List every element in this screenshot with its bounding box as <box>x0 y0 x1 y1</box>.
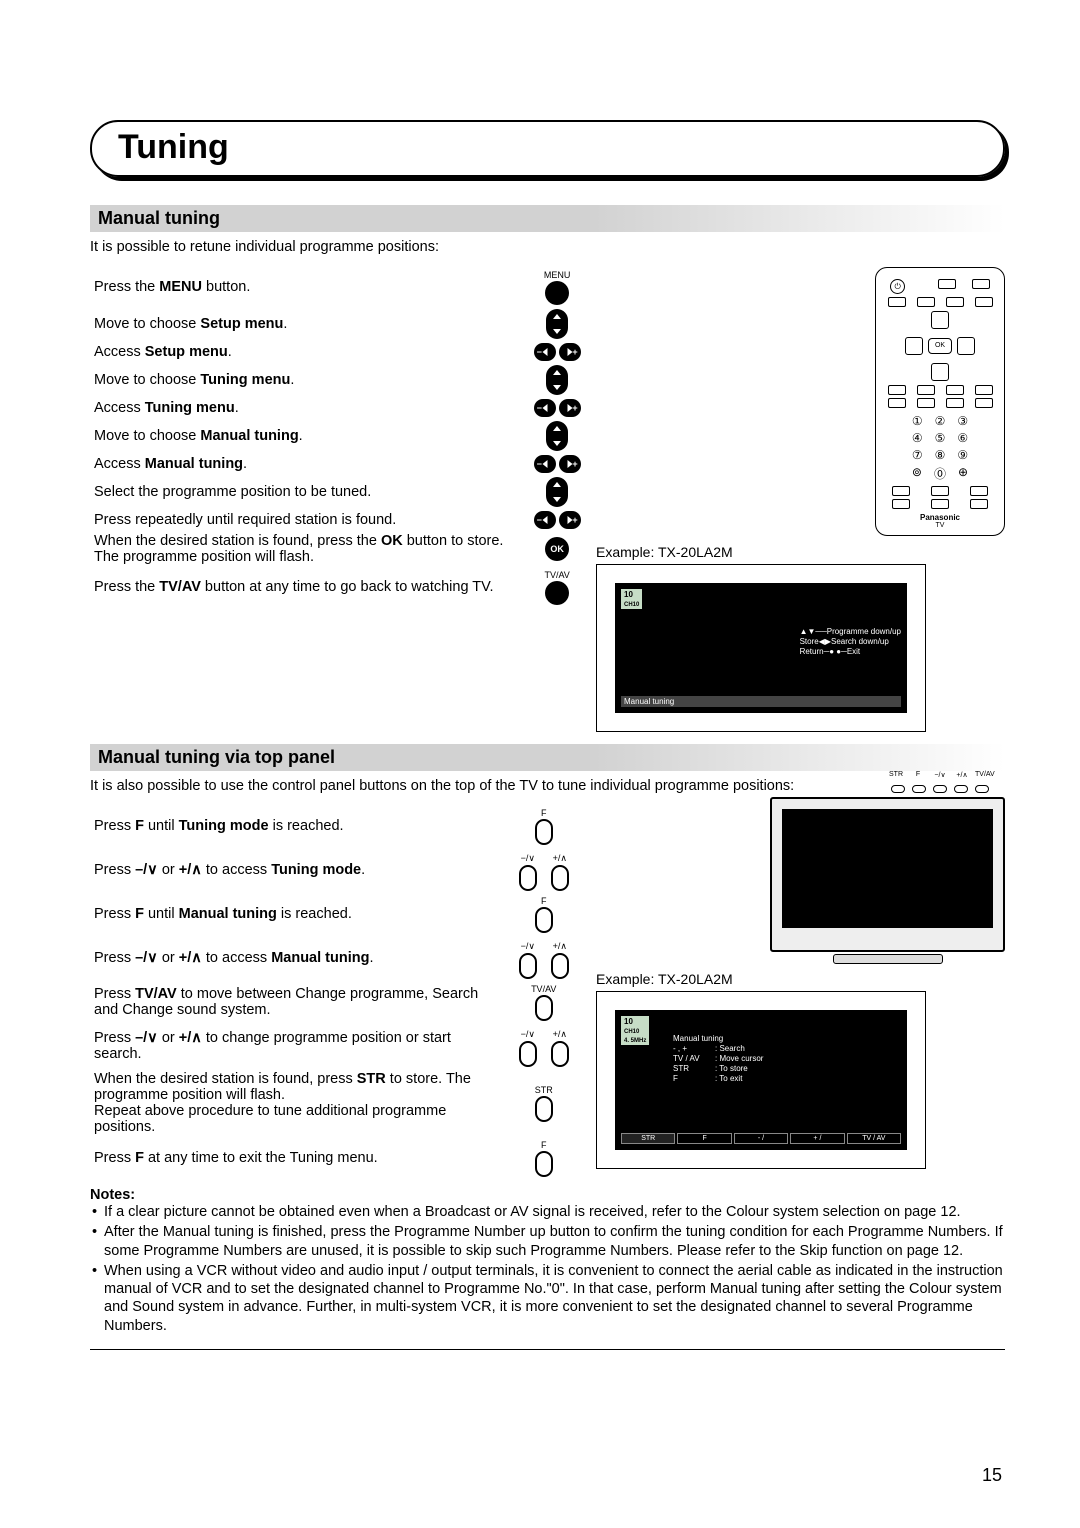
tv-illustration: STRF−/∨+/∧TV/AV <box>770 797 1005 952</box>
section1-heading: Manual tuning <box>90 205 1005 232</box>
remote-top-btn <box>938 279 956 289</box>
remote-number: ⑨ <box>957 448 968 462</box>
menu-btn-icon <box>545 281 569 305</box>
tv-top-label: STR <box>887 771 905 779</box>
remote-power-icon: ⏻ <box>890 279 905 294</box>
updown-icon <box>546 365 568 395</box>
leftright-icon: −+ <box>534 343 581 361</box>
osd2-bottom-cell: TV / AV <box>847 1133 901 1144</box>
tv-top-label: −/∨ <box>931 771 949 779</box>
osd-screen: 10 CH10 ▲▼──Programme down/up Store◀▶Sear… <box>615 583 907 713</box>
osd2-row: TV / AV: Move cursor <box>673 1054 763 1064</box>
osd-info: ▲▼──Programme down/up Store◀▶Search down… <box>800 627 901 657</box>
updown-icon <box>546 421 568 451</box>
section2-steps-table: Press F until Tuning mode is reached.FPr… <box>90 805 586 1179</box>
remote-number: ① <box>912 414 923 428</box>
section2-heading: Manual tuning via top panel <box>90 744 1005 771</box>
updown-icon <box>546 309 568 339</box>
ok-btn-icon: OK <box>545 537 569 561</box>
tv-top-label: F <box>909 771 927 779</box>
remote-number: ⓪ <box>934 465 946 482</box>
section2-intro: It is also possible to use the control p… <box>90 777 1005 796</box>
osd2-bottom-cell: F <box>677 1133 731 1144</box>
tv-top-buttons <box>891 785 989 793</box>
osd2-bottom-bar: STRF- / + / TV / AV <box>621 1133 901 1144</box>
page-title: Tuning <box>118 128 977 167</box>
osd-bar: Manual tuning <box>621 696 901 707</box>
note-item: If a clear picture cannot be obtained ev… <box>104 1203 1005 1221</box>
osd2-ch: 10 <box>624 1017 633 1026</box>
remote-number: ⑤ <box>935 431 946 445</box>
osd2-bottom-cell: + / <box>790 1133 844 1144</box>
notes-list: If a clear picture cannot be obtained ev… <box>90 1203 1005 1335</box>
osd-ch: 10 <box>624 590 633 599</box>
section1-steps-table: Press the MENU button.MENUMove to choose… <box>90 267 586 607</box>
osd-subch: CH10 <box>624 602 639 608</box>
tvav-btn-icon <box>545 581 569 605</box>
single-oval-icon: STR <box>505 1085 582 1122</box>
page-number: 15 <box>982 1465 1002 1486</box>
section1-osd: 10 CH10 ▲▼──Programme down/up Store◀▶Sear… <box>596 564 926 732</box>
osd2-row: STR: To store <box>673 1064 763 1074</box>
section2-osd: 10CH104. 5MHz Manual tuning - , +: Searc… <box>596 991 926 1169</box>
remote-number: ② <box>935 414 946 428</box>
remote-brand: Panasonic <box>882 513 998 522</box>
pair-oval-icon: −/∨+/∧ <box>519 852 569 891</box>
remote-number: ⊕ <box>958 465 968 482</box>
section2-left: Press F until Tuning mode is reached.FPr… <box>90 805 586 1179</box>
single-oval-icon: TV/AV <box>505 984 582 1021</box>
remote-number: ⑧ <box>935 448 946 462</box>
section1-row: Press the MENU button.MENUMove to choose… <box>90 267 1005 732</box>
page-content: Tuning Manual tuning It is possible to r… <box>90 120 1005 1350</box>
remote-number: ⊚ <box>912 465 922 482</box>
remote-number: ⑦ <box>912 448 923 462</box>
bottom-rule <box>90 1349 1005 1350</box>
remote-sub: TV <box>882 522 998 529</box>
remote-dpad: OK <box>905 311 975 381</box>
remote-number: ③ <box>957 414 968 428</box>
updown-icon <box>546 477 568 507</box>
osd2-bottom-cell: STR <box>621 1133 675 1144</box>
title-box: Tuning <box>90 120 1005 177</box>
leftright-icon: −+ <box>534 511 581 529</box>
leftright-icon: −+ <box>534 399 581 417</box>
single-oval-icon: F <box>505 808 582 845</box>
note-item: When using a VCR without video and audio… <box>104 1262 1005 1335</box>
section2-example-label: Example: TX-20LA2M <box>596 971 1005 987</box>
section1-intro: It is possible to retune individual prog… <box>90 238 1005 257</box>
osd2-title: Manual tuning <box>673 1034 763 1044</box>
leftright-icon: −+ <box>534 455 581 473</box>
section2-row: Press F until Tuning mode is reached.FPr… <box>90 805 1005 1179</box>
tv-top-label: TV/AV <box>975 771 993 779</box>
tv-top-label: +/∧ <box>953 771 971 779</box>
pair-oval-icon: −/∨+/∧ <box>519 940 569 979</box>
osd2-row: F: To exit <box>673 1074 763 1084</box>
pair-oval-icon: −/∨+/∧ <box>519 1028 569 1067</box>
remote-ok-btn: OK <box>928 338 952 354</box>
section2-right: STRF−/∨+/∧TV/AV Example: TX-20LA2M 10CH1… <box>596 805 1005 1169</box>
osd2-row: - , +: Search <box>673 1044 763 1054</box>
remote-illustration: ⏻ OK ①②③ ④⑤⑥ ⑦⑧⑨ ⊚ ⓪ ⊕ Panasonic TV <box>875 267 1005 536</box>
osd-screen-2: 10CH104. 5MHz Manual tuning - , +: Searc… <box>615 1010 907 1150</box>
remote-number: ⑥ <box>957 431 968 445</box>
remote-number: ④ <box>912 431 923 445</box>
section1-left: Press the MENU button.MENUMove to choose… <box>90 267 586 607</box>
single-oval-icon: F <box>505 896 582 933</box>
single-oval-icon: F <box>505 1140 582 1177</box>
section1-example-label: Example: TX-20LA2M <box>596 544 1005 560</box>
note-item: After the Manual tuning is finished, pre… <box>104 1223 1005 1260</box>
section1-right: ⏻ OK ①②③ ④⑤⑥ ⑦⑧⑨ ⊚ ⓪ ⊕ Panasonic TV Exampl… <box>596 267 1005 732</box>
remote-top-btn <box>972 279 990 289</box>
notes-heading: Notes: <box>90 1187 1005 1203</box>
osd2-bottom-cell: - / <box>734 1133 788 1144</box>
